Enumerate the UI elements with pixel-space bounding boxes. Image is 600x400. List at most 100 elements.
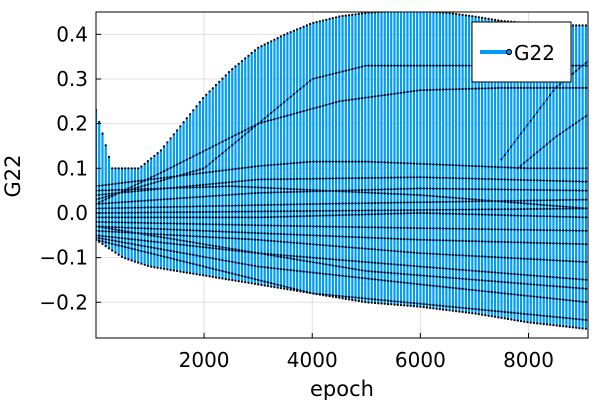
- series-marker: [539, 322, 542, 325]
- series-marker: [377, 192, 380, 195]
- series-marker: [481, 313, 484, 316]
- series-marker: [182, 196, 185, 200]
- series-marker: [416, 211, 419, 215]
- series-marker: [370, 202, 373, 205]
- series-marker: [237, 193, 240, 196]
- series-marker: [519, 312, 523, 315]
- series-marker: [442, 187, 445, 190]
- series-marker: [406, 209, 409, 212]
- series-marker: [536, 207, 539, 210]
- series-marker: [231, 143, 234, 147]
- series-marker: [344, 209, 347, 212]
- series-marker: [477, 188, 480, 191]
- series-marker: [438, 267, 441, 270]
- series-marker: [127, 211, 130, 214]
- series-marker: [111, 242, 114, 245]
- series-marker: [393, 212, 396, 215]
- series-marker: [380, 192, 383, 195]
- series-marker: [218, 210, 221, 213]
- series-marker: [328, 225, 331, 228]
- series-marker: [487, 240, 490, 243]
- series-marker: [166, 222, 169, 225]
- series-marker: [487, 270, 490, 274]
- series-marker: [114, 201, 117, 204]
- series-marker: [357, 12, 360, 15]
- series-marker: [283, 115, 286, 118]
- series-marker: [432, 252, 435, 255]
- series-marker: [419, 283, 422, 286]
- series-marker: [425, 88, 428, 92]
- series-marker: [403, 304, 406, 307]
- series-marker: [510, 256, 513, 260]
- series-marker: [185, 205, 188, 208]
- series-marker: [578, 278, 581, 281]
- series-marker: [104, 238, 107, 241]
- series-marker: [195, 196, 198, 199]
- series-marker: [137, 244, 140, 247]
- x-tick-label: 8000: [503, 348, 554, 372]
- series-marker: [448, 176, 451, 180]
- series-marker: [101, 196, 104, 199]
- series-marker: [263, 284, 266, 287]
- series-marker: [211, 160, 214, 163]
- series-marker: [318, 234, 321, 237]
- series-marker: [552, 242, 555, 245]
- series-marker: [477, 228, 480, 231]
- series-marker: [130, 238, 133, 241]
- series-marker: [299, 27, 302, 30]
- series-marker: [506, 178, 510, 181]
- series-marker: [227, 168, 231, 171]
- series-marker: [286, 286, 289, 289]
- series-marker: [412, 273, 415, 276]
- series-marker: [107, 227, 111, 230]
- series-marker: [231, 210, 234, 213]
- series-marker: [386, 212, 390, 215]
- series-marker: [539, 229, 542, 232]
- series-marker: [399, 212, 403, 215]
- series-marker: [348, 225, 351, 229]
- series-marker: [519, 241, 523, 244]
- series-marker: [348, 259, 351, 262]
- series-marker: [120, 188, 124, 191]
- series-marker: [189, 156, 192, 160]
- series-marker: [176, 234, 179, 237]
- series-marker: [403, 281, 406, 284]
- series-marker: [393, 226, 396, 229]
- series-marker: [260, 224, 263, 227]
- series-marker: [104, 202, 107, 205]
- series-marker: [166, 176, 169, 179]
- series-marker: [380, 212, 383, 216]
- series-marker: [458, 306, 461, 309]
- series-marker: [545, 199, 549, 202]
- series-marker: [117, 226, 120, 229]
- series-marker: [107, 155, 111, 158]
- series-marker: [153, 240, 156, 243]
- series-marker: [471, 213, 474, 216]
- series-marker: [545, 215, 549, 218]
- series-marker: [506, 214, 510, 217]
- series-marker: [373, 188, 377, 191]
- series-marker: [146, 251, 149, 254]
- series-marker: [127, 167, 130, 170]
- series-marker: [331, 189, 334, 193]
- series-marker: [406, 212, 409, 215]
- series-marker: [555, 204, 558, 208]
- series-marker: [140, 181, 143, 184]
- series-marker: [399, 237, 403, 241]
- series-marker: [484, 87, 487, 90]
- series-marker: [137, 261, 140, 264]
- series-marker: [163, 198, 166, 201]
- series-marker: [386, 279, 390, 282]
- series-marker: [104, 235, 107, 238]
- series-marker: [373, 261, 377, 264]
- series-marker: [500, 214, 503, 217]
- series-marker: [571, 189, 575, 192]
- series-marker: [296, 241, 299, 245]
- series-marker: [393, 263, 396, 266]
- series-marker: [500, 310, 503, 313]
- series-marker: [464, 288, 467, 291]
- series-marker: [351, 246, 354, 249]
- series-marker: [202, 242, 205, 246]
- series-marker: [494, 271, 497, 274]
- series-marker: [137, 232, 140, 235]
